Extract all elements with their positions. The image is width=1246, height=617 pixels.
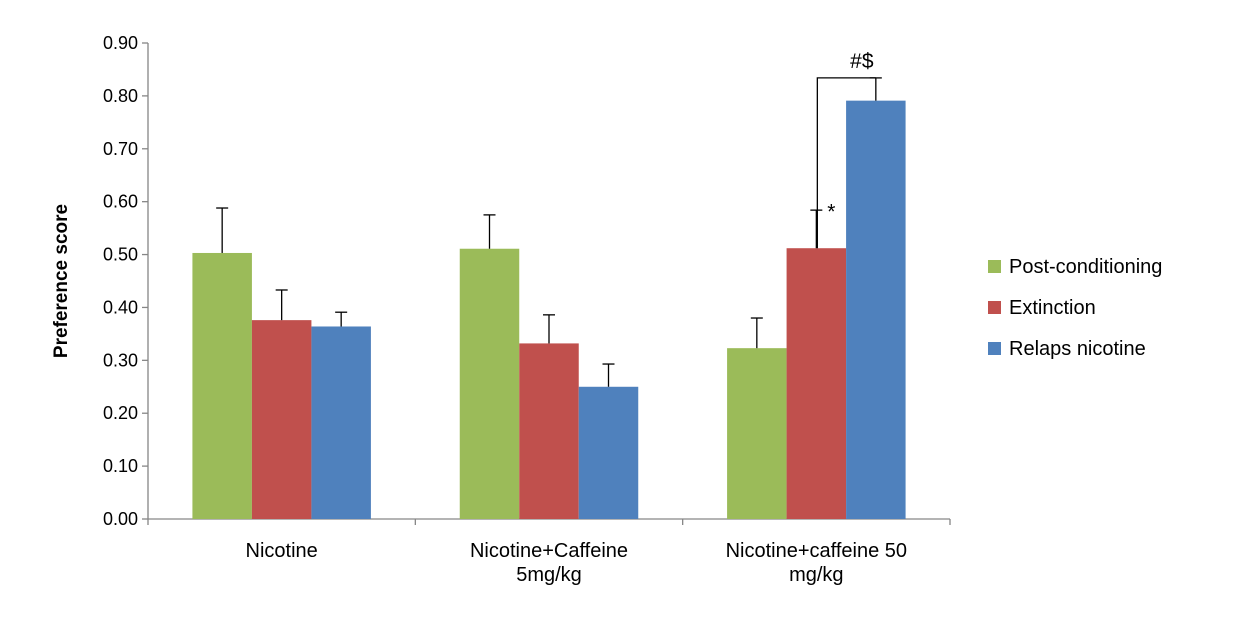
y-tick-label: 0.40: [103, 297, 138, 317]
y-tick-label: 0.80: [103, 86, 138, 106]
bars: [192, 100, 906, 520]
y-tick-label: 0.20: [103, 403, 138, 423]
legend-label: Relaps nicotine: [1009, 338, 1146, 360]
significance-marker: #$: [850, 50, 874, 73]
bar: [311, 326, 371, 519]
error-bars: [216, 77, 882, 387]
bar: [251, 320, 312, 519]
x-category-label: Nicotine+Caffeine: [470, 540, 628, 562]
legend-label: Extinction: [1009, 297, 1096, 319]
legend-swatch: [988, 260, 1001, 273]
y-tick-label: 0.30: [103, 350, 138, 370]
bar: [727, 348, 787, 519]
y-tick-label: 0.60: [103, 192, 138, 212]
y-tick-label: 0.00: [103, 509, 138, 529]
bar: [786, 248, 847, 519]
bar: [578, 386, 639, 519]
x-category-label: Nicotine: [246, 540, 318, 562]
bar: [192, 252, 252, 520]
y-tick-label: 0.10: [103, 456, 138, 476]
legend-label: Post-conditioning: [1009, 256, 1162, 278]
x-category-label: mg/kg: [789, 564, 843, 586]
x-category-label: Nicotine+caffeine 50: [726, 540, 907, 562]
y-tick-label: 0.70: [103, 139, 138, 159]
annotations: * #$: [816, 50, 876, 249]
y-axis-title: Preference score: [51, 204, 72, 358]
y-tick-label: 0.50: [103, 245, 138, 265]
bar: [459, 248, 520, 519]
significance-bracket: [816, 77, 876, 249]
legend-swatch: [988, 342, 1001, 355]
bar: [846, 100, 906, 519]
legend-swatch: [988, 301, 1001, 314]
x-category-label: 5mg/kg: [516, 564, 582, 586]
significance-marker: *: [827, 201, 835, 224]
y-axis: 0.00 0.10 0.20 0.30 0.40 0.50 0.60 0.70 0.80 0.90: [103, 33, 149, 529]
y-tick-label: 0.90: [103, 33, 138, 53]
legend: Post-conditioning Extinction Relaps nicoti…: [988, 256, 1162, 360]
bar: [519, 343, 579, 519]
